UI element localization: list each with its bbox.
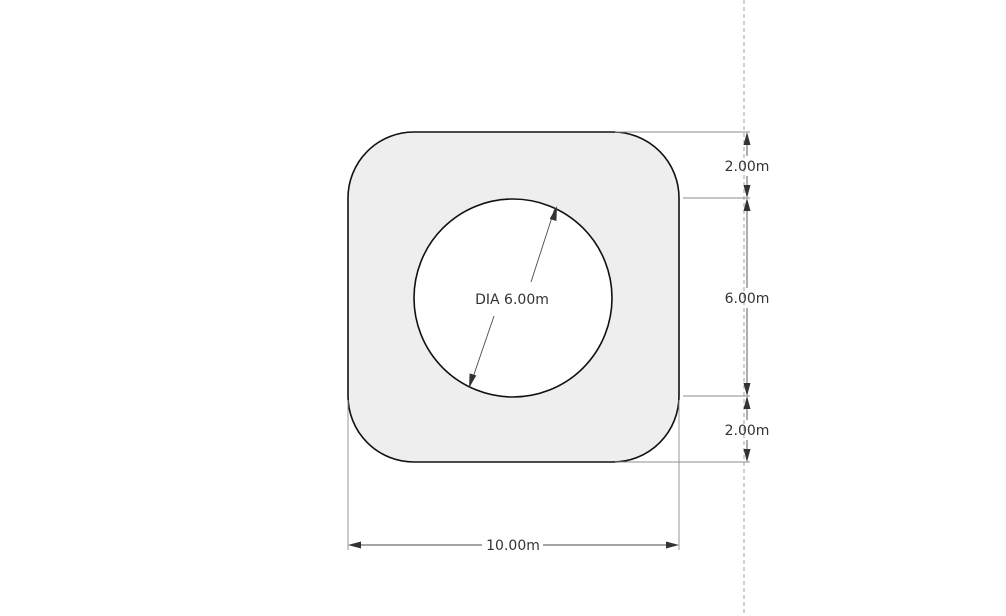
top-offset-label: 2.00m — [725, 159, 770, 175]
hole-arrow-up — [743, 198, 751, 211]
top-arrow-down — [743, 185, 751, 198]
hole-arrow-down — [743, 383, 751, 396]
hole-height-label: 6.00m — [725, 291, 770, 307]
diameter-line-lower — [469, 315, 495, 387]
diameter-line-upper — [530, 207, 556, 283]
width-arrow-left — [348, 541, 361, 549]
diameter-dimension[interactable]: DIA 6.00m — [469, 206, 557, 388]
bottom-arrow-down — [743, 449, 751, 462]
bottom-offset-dimension[interactable]: 2.00m — [725, 396, 770, 462]
bottom-offset-label: 2.00m — [725, 423, 770, 439]
diameter-label: DIA 6.00m — [475, 292, 549, 308]
diameter-arrow-upper — [549, 206, 557, 221]
width-dimension[interactable]: 10.00m — [348, 538, 679, 554]
width-arrow-right — [666, 541, 679, 549]
top-offset-dimension[interactable]: 2.00m — [725, 132, 770, 198]
bottom-arrow-up — [743, 396, 751, 409]
top-arrow-up — [743, 132, 751, 145]
rounded-square-face[interactable] — [347, 131, 680, 463]
width-dimension-label: 10.00m — [486, 538, 540, 554]
diameter-arrow-lower — [469, 373, 477, 388]
hole-height-dimension[interactable]: 6.00m — [725, 198, 770, 396]
